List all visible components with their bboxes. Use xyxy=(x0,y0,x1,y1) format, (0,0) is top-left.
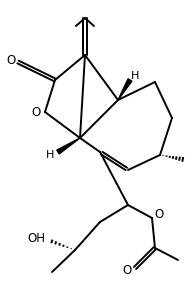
Polygon shape xyxy=(118,79,132,100)
Text: O: O xyxy=(6,55,16,67)
Text: O: O xyxy=(31,107,41,119)
Text: H: H xyxy=(46,150,54,160)
Text: O: O xyxy=(154,208,164,222)
Text: OH: OH xyxy=(27,232,45,244)
Text: O: O xyxy=(122,265,132,277)
Text: H: H xyxy=(131,71,139,81)
Polygon shape xyxy=(57,138,80,154)
